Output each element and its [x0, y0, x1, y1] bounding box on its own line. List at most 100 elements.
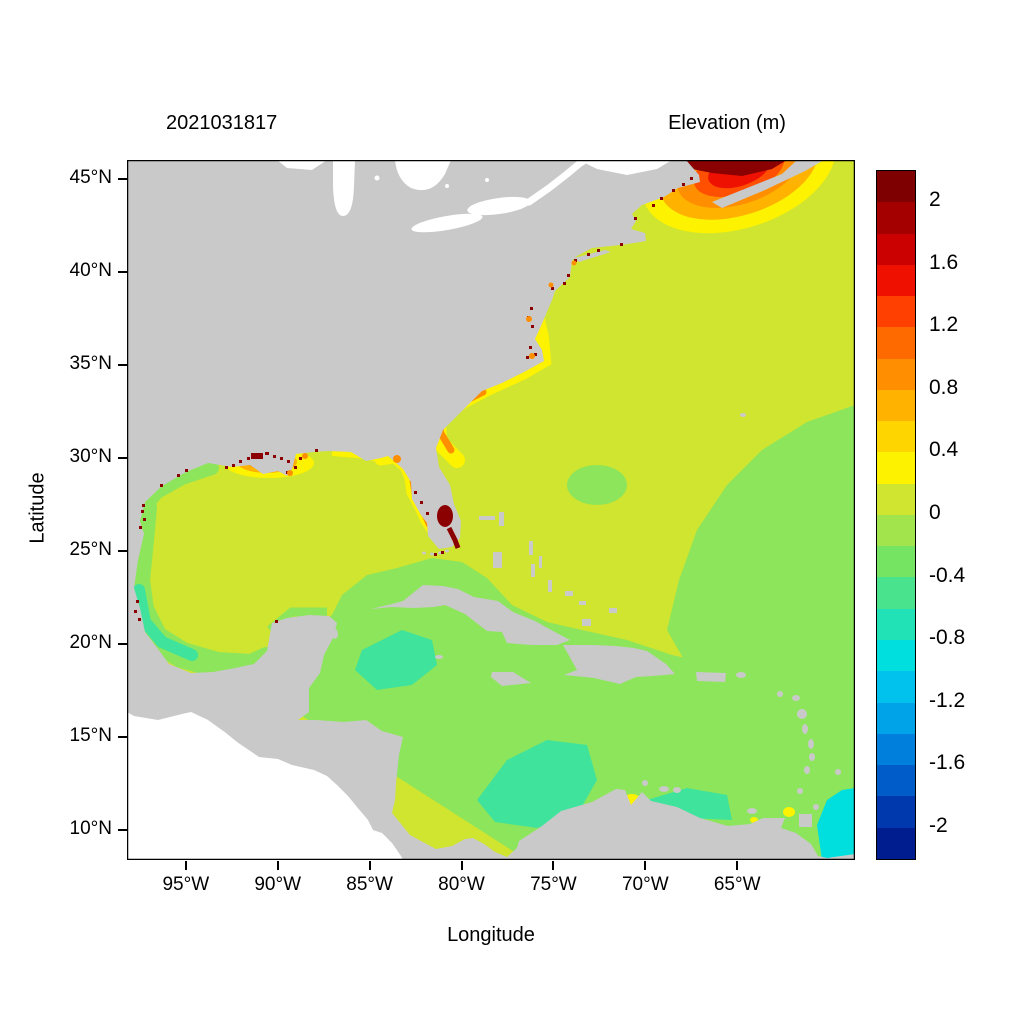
colorbar-tick-label: -1.2 — [929, 688, 966, 712]
florida-specks — [414, 491, 444, 556]
long-island — [574, 250, 611, 262]
x-axis-tick — [552, 861, 555, 870]
colorbar-tick-label: 1.2 — [929, 313, 959, 337]
colorbar-band — [877, 765, 915, 797]
x-axis-tick — [368, 861, 371, 870]
x-axis-tick-label: 85°W — [346, 874, 393, 895]
colorbar-band — [877, 358, 915, 390]
teal-nw-caribbean — [355, 630, 437, 690]
y-axis-tick — [118, 642, 127, 645]
atlantic-green-region — [667, 405, 855, 720]
orange-estuary-dots — [287, 260, 577, 476]
colorbar-band — [877, 202, 915, 234]
colorbar-bands — [877, 171, 915, 859]
colorbar-tick-label: -0.4 — [929, 563, 966, 587]
bahamas — [479, 512, 617, 626]
x-axis-tick-label: 65°W — [713, 874, 761, 895]
flood-speckles — [134, 177, 693, 623]
colorbar-tick-label: -2 — [929, 813, 948, 837]
colorbar-band — [877, 827, 915, 859]
y-axis-tick-label: 30°N — [69, 445, 112, 467]
colorbar-tick-label: -1.6 — [929, 751, 966, 775]
lake-okeechobee-max — [437, 505, 453, 527]
x-axis-tick-label: 90°W — [254, 874, 302, 895]
x-axis-tick — [736, 861, 739, 870]
y-axis-tick-label: 45°N — [69, 166, 112, 188]
lake-superior-edge — [277, 160, 327, 170]
gulf-coast-specks — [134, 469, 278, 623]
colorbar-tick-label: -0.8 — [929, 626, 966, 650]
colorbar-band — [877, 702, 915, 734]
north-central-south-america — [127, 160, 855, 860]
antilles-and-small-islands — [332, 413, 841, 827]
colorbar-band — [877, 171, 915, 203]
colorbar-band — [877, 296, 915, 328]
x-axis-tick-label: 70°W — [621, 874, 669, 895]
lake-huron — [395, 160, 451, 191]
y-axis-tick — [118, 735, 127, 738]
colorbar-tick-label: 2 — [929, 188, 941, 212]
puerto-rico — [696, 672, 726, 682]
colorbar-band — [877, 639, 915, 672]
colorbar-band — [877, 389, 915, 422]
x-axis-tick-label: 75°W — [530, 874, 577, 895]
st-lawrence-estuary — [579, 160, 672, 175]
y-axis-title: Latitude — [26, 472, 49, 544]
x-axis-title: Longitude — [447, 924, 535, 946]
nova-scotia — [712, 160, 824, 208]
colorbar-tick-label: 0.8 — [929, 375, 959, 399]
colorbar-band — [877, 233, 915, 265]
st-lawrence-river — [525, 160, 589, 206]
y-axis-tick-label: 20°N — [69, 631, 112, 653]
x-axis-tick — [460, 861, 463, 870]
colorbar-tick-label: 0 — [929, 500, 941, 524]
colorbar-band — [877, 546, 915, 578]
colorbar-band — [877, 514, 915, 547]
bahamas-east-green-patch — [567, 465, 627, 505]
y-axis-tick — [118, 549, 127, 552]
pacific-no-data — [127, 712, 403, 860]
colorbar-band — [877, 421, 915, 453]
colorbar-band — [877, 577, 915, 609]
x-axis-tick-label: 80°W — [438, 874, 485, 895]
lake-erie — [411, 213, 483, 233]
colorbar-band — [877, 452, 915, 484]
colorbar-band — [877, 796, 915, 828]
lake-ontario — [467, 196, 531, 216]
colorbar-band — [877, 733, 915, 766]
y-axis-tick — [118, 270, 127, 273]
colorbar-tick-label: 0.4 — [929, 438, 959, 462]
x-axis-tick — [644, 861, 647, 870]
gulf-paria-yellow — [783, 807, 795, 817]
x-axis-tick — [184, 861, 187, 870]
x-axis-tick-label: 95°W — [162, 874, 210, 895]
cyan-orinoco-outflow — [817, 788, 855, 860]
y-axis-tick — [118, 177, 127, 180]
lakes-layer — [277, 160, 672, 233]
jamaica — [491, 672, 531, 686]
y-axis-tick-label: 15°N — [69, 724, 112, 746]
colorbar — [876, 170, 916, 860]
x-axis-tick — [276, 861, 279, 870]
plot-frame — [127, 160, 855, 860]
colorbar-band — [877, 264, 915, 297]
y-axis-tick-label: 25°N — [69, 538, 112, 560]
land-layer — [127, 160, 855, 860]
colorbar-tick-label: 1.6 — [929, 250, 959, 274]
map-plot — [127, 160, 855, 860]
hispaniola — [563, 645, 675, 684]
y-axis-tick-label: 10°N — [69, 817, 112, 839]
colorbar-band — [877, 608, 915, 640]
cuba — [371, 585, 570, 645]
y-axis-tick — [118, 363, 127, 366]
lake-michigan — [333, 160, 355, 216]
colorbar-title: Elevation (m) — [668, 112, 786, 134]
y-axis-tick — [118, 828, 127, 831]
teal-sw-caribbean — [477, 740, 597, 828]
colorbar-band — [877, 671, 915, 703]
y-axis-tick-label: 35°N — [69, 352, 112, 374]
y-axis-tick — [118, 456, 127, 459]
colorbar-band — [877, 483, 915, 515]
plot-datetime-title: 2021031817 — [166, 112, 278, 134]
